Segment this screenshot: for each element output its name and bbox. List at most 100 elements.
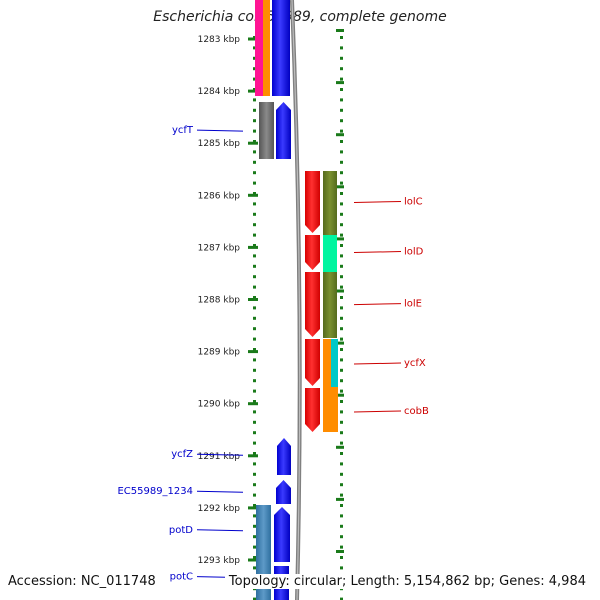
left-lane-dot [253, 150, 256, 154]
gene-block-grey [259, 102, 274, 159]
gene-label-right: cobB [404, 406, 429, 417]
left-lane-dot [253, 389, 256, 393]
kbp-tick-label: 1293 kbp [198, 556, 241, 566]
left-lane-dot [253, 129, 256, 133]
gene-block-orange [323, 387, 338, 432]
right-lane-dot [340, 389, 343, 393]
gene-label-left: ycfZ [171, 449, 193, 460]
kbp-tick-left [248, 350, 258, 354]
right-lane-dot [340, 275, 343, 279]
left-lane-dot [253, 566, 256, 570]
left-lane-dot [253, 77, 256, 81]
kbp-tick-label: 1292 kbp [198, 504, 241, 514]
left-lane-dot [253, 420, 256, 424]
left-lane-dot [253, 212, 256, 216]
left-lane-dot [253, 181, 256, 185]
left-lane-dot [253, 244, 256, 247]
right-lane-dot [340, 327, 343, 331]
right-lane-dot [340, 108, 343, 112]
right-lane-dot [340, 150, 343, 154]
left-lane-dot [253, 556, 256, 559]
kbp-tick-left [248, 37, 258, 41]
left-lane-dot [253, 316, 256, 320]
gene-label-right: lolD [404, 247, 424, 258]
right-lane-dot [340, 566, 343, 570]
left-lane-dot [253, 275, 256, 279]
kbp-tick-right [336, 497, 344, 501]
right-lane-dot [340, 431, 343, 435]
left-lane-dot [253, 306, 256, 310]
kbp-tick-label: 1290 kbp [198, 400, 241, 410]
right-lane-dot [340, 368, 343, 372]
kbp-tick-label: 1284 kbp [198, 87, 241, 97]
left-lane-dot [253, 431, 256, 435]
left-lane-dot [253, 441, 256, 445]
right-lane-dot [340, 36, 343, 39]
gene-arrow-blue [277, 438, 291, 475]
kbp-tick-left [248, 506, 258, 510]
left-lane-dot [253, 452, 256, 455]
gene-block-blue-top [272, 0, 290, 96]
left-lane-dot [253, 358, 256, 362]
gene-block-orange [323, 339, 331, 387]
gene-arrow-red [305, 235, 320, 270]
right-lane-dot [340, 514, 343, 518]
kbp-tick-right [336, 133, 344, 137]
left-lane-dot [253, 545, 256, 549]
left-lane-dot [253, 410, 256, 414]
left-lane-dot [253, 202, 256, 206]
right-lane-dot [340, 88, 343, 91]
left-lane-dot [253, 67, 256, 71]
right-lane-dot [340, 524, 343, 528]
left-lane-dot [253, 233, 256, 237]
kbp-tick-left [248, 245, 258, 249]
left-lane-dot [253, 140, 256, 143]
gene-label-left: potC [170, 572, 193, 583]
left-lane-dot [253, 462, 256, 466]
right-lane-dot [340, 483, 343, 487]
left-lane-dot [253, 379, 256, 383]
right-lane-dot [340, 129, 343, 133]
kbp-tick-right [336, 29, 344, 32]
left-lane-dot [253, 46, 256, 50]
left-lane-dot [253, 285, 256, 289]
left-lane-dot [253, 368, 256, 372]
left-lane-dot [253, 535, 256, 539]
gene-leader-line-right [353, 201, 402, 204]
right-lane-dot [340, 202, 343, 206]
right-lane-dot [340, 556, 343, 559]
right-lane-dot [340, 212, 343, 216]
right-lane-dot [340, 441, 343, 445]
gene-block-magenta [255, 0, 263, 96]
kbp-tick-right [336, 341, 344, 345]
gene-arrow-blue [276, 102, 291, 159]
right-lane-dot [340, 472, 343, 476]
left-lane-dot [253, 400, 256, 403]
gene-arrow-red [305, 272, 320, 337]
left-lane-dot [253, 337, 256, 341]
left-lane-dot [253, 483, 256, 487]
left-lane-dot [253, 327, 256, 331]
right-lane-dot [340, 56, 343, 60]
right-lane-dot [340, 597, 343, 600]
gene-leader-line-right [353, 362, 402, 365]
right-lane-dot [340, 504, 343, 507]
left-lane-dot [253, 504, 256, 507]
kbp-tick-left [248, 141, 258, 145]
gene-leader-line-right [353, 410, 402, 413]
right-lane-dot [340, 358, 343, 362]
right-lane-dot [340, 400, 343, 403]
kbp-tick-left [248, 558, 258, 562]
left-lane-dot [253, 171, 256, 175]
left-lane-dot [253, 56, 256, 60]
gene-label-left: EC55989_1234 [117, 486, 193, 497]
map-title: Escherichia coli 55989, complete genome [153, 9, 447, 25]
right-lane-dot [340, 46, 343, 50]
gene-block-orange [263, 0, 270, 96]
gene-leader-line-left [196, 129, 244, 132]
gene-arrow-red [305, 388, 320, 432]
gene-label-right: lolC [404, 197, 423, 208]
kbp-tick-label: 1288 kbp [198, 296, 241, 306]
kbp-tick-left [248, 402, 258, 406]
right-lane-dot [340, 181, 343, 185]
